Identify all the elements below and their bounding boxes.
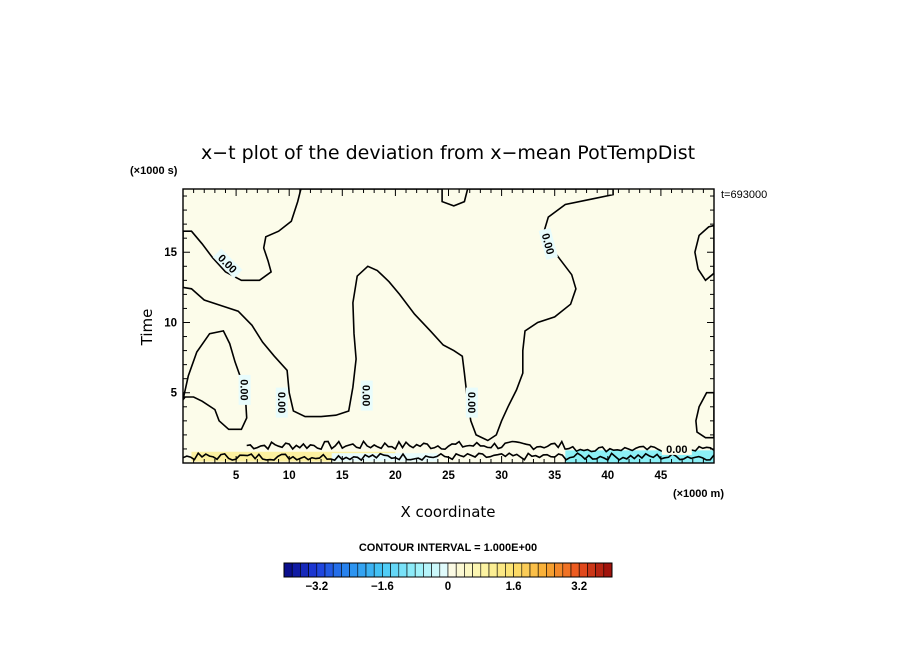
plot-background — [183, 189, 714, 463]
colorbar-cell — [414, 562, 424, 578]
contour-region-negative-2 — [183, 329, 248, 431]
contour-label-bg — [360, 380, 373, 411]
x-tick-label: 40 — [601, 470, 614, 482]
colorbar-cell — [324, 562, 334, 578]
contour-label-text: 0.00 — [465, 392, 477, 413]
x-unit-label: (×1000 m) — [673, 488, 724, 500]
colorbar: −3.2 −1.6 0 1.6 3.2 — [283, 562, 613, 593]
contour-label-4: 0.00 — [360, 380, 373, 411]
colorbar-cell — [595, 562, 605, 578]
contour-regions — [183, 189, 714, 442]
colorbar-cell — [447, 562, 457, 578]
x-tick-label: 20 — [389, 470, 402, 482]
contour-label-bg — [275, 387, 288, 418]
contour-label-bg — [661, 442, 692, 455]
contour-region-negative-4 — [695, 391, 714, 439]
y-tick-label: 10 — [164, 317, 177, 329]
colorbar-cell — [496, 562, 506, 578]
colorbar-cell — [431, 562, 441, 578]
colorbar-cell — [439, 562, 449, 578]
colorbar-cell — [423, 562, 432, 578]
colorbar-cell — [357, 562, 367, 578]
y-axis-label: Time — [138, 309, 156, 347]
colorbar-cell — [464, 562, 473, 578]
colorbar-tick-label: 1.6 — [506, 581, 522, 593]
colorbar-cell — [398, 562, 408, 578]
colorbar-tick-label: 0 — [445, 581, 451, 593]
colorbar-cell — [603, 562, 613, 578]
contour-label-bg — [465, 387, 478, 418]
colorbar-cell — [341, 562, 350, 578]
colorbar-cell — [554, 562, 564, 578]
colorbar-cell — [505, 562, 514, 578]
contour-label-bg — [212, 248, 243, 279]
colorbar-cell — [587, 562, 596, 578]
colorbar-tick-label: −3.2 — [305, 581, 328, 593]
colorbar-cell — [308, 562, 318, 578]
surface-contour-upper — [246, 439, 567, 451]
colorbar-cell — [537, 562, 547, 578]
colorbar-cell — [332, 562, 342, 578]
contour-label-5: 0.00 — [465, 387, 478, 418]
contour-label-text: 0.00 — [666, 444, 687, 456]
colorbar-cell — [529, 562, 539, 578]
colorbar-cell — [513, 562, 523, 578]
y-tick-label: 5 — [171, 388, 178, 400]
colorbar-tick-label: −1.6 — [371, 581, 394, 593]
x-tick-label: 25 — [442, 470, 455, 482]
colorbar-cell — [480, 562, 490, 578]
colorbar-cell — [521, 562, 531, 578]
contour-label-text: 0.00 — [275, 392, 287, 413]
contour-label-3: 0.00 — [275, 387, 288, 418]
colorbar-frame — [283, 562, 613, 578]
colorbar-cell — [283, 562, 293, 578]
axis-ticks: 5 10 15 20 25 30 35 40 45 5 10 15 — [164, 189, 714, 482]
y-unit-label: (×1000 s) — [130, 165, 178, 177]
colorbar-cell — [349, 562, 359, 578]
contour-region-negative-1 — [183, 189, 614, 442]
colorbar-cell — [316, 562, 326, 578]
colorbar-cell — [546, 562, 555, 578]
colorbar-cell — [406, 562, 416, 578]
colorbar-cell — [562, 562, 572, 578]
contour-label-6: 0.00 — [538, 227, 558, 260]
x-tick-label: 5 — [233, 470, 240, 482]
colorbar-cell — [365, 562, 375, 578]
colorbar-cell — [455, 562, 465, 578]
contour-label-text: 0.00 — [360, 385, 372, 406]
surface-cool-band — [331, 453, 438, 462]
colorbar-cell — [373, 562, 383, 578]
contour-label-7: 0.00 — [661, 442, 692, 456]
colorbar-cell — [472, 562, 482, 578]
x-tick-label: 45 — [655, 470, 668, 482]
time-stamp: t=693000 — [721, 189, 767, 201]
contour-label-text: 0.00 — [238, 379, 250, 400]
colorbar-tick-label: 3.2 — [571, 581, 587, 593]
contour-region-negative-3 — [694, 224, 714, 282]
colorbar-cell — [578, 562, 588, 578]
chart-title: x−t plot of the deviation from x−mean Po… — [201, 142, 695, 164]
contour-label-bg — [238, 374, 251, 405]
colorbar-cell — [390, 562, 400, 578]
contour-labels: 0.000.000.00 0.00 0.000.000.00 — [212, 227, 692, 456]
surface-layer — [183, 439, 714, 463]
x-axis-label: X coordinate — [400, 503, 495, 521]
x-tick-label: 15 — [336, 470, 349, 482]
contour-interval-text: CONTOUR INTERVAL = 1.000E+00 — [359, 542, 537, 554]
colorbar-cell — [291, 562, 301, 578]
y-tick-label: 15 — [164, 247, 177, 259]
x-tick-label: 30 — [495, 470, 508, 482]
contour-label-bg — [538, 227, 558, 260]
x-tick-label: 35 — [548, 470, 561, 482]
colorbar-cell — [570, 562, 580, 578]
colorbar-cell — [300, 562, 309, 578]
plot-area: 0.000.000.00 0.00 0.000.000.00 5 10 15 20 25 30… — [164, 188, 715, 482]
colorbar-cell — [382, 562, 391, 578]
contour-label-2: 0.00 — [238, 374, 251, 405]
colorbar-cell — [488, 562, 498, 578]
x-tick-label: 10 — [283, 470, 296, 482]
contour-label-text: 0.00 — [539, 232, 556, 256]
